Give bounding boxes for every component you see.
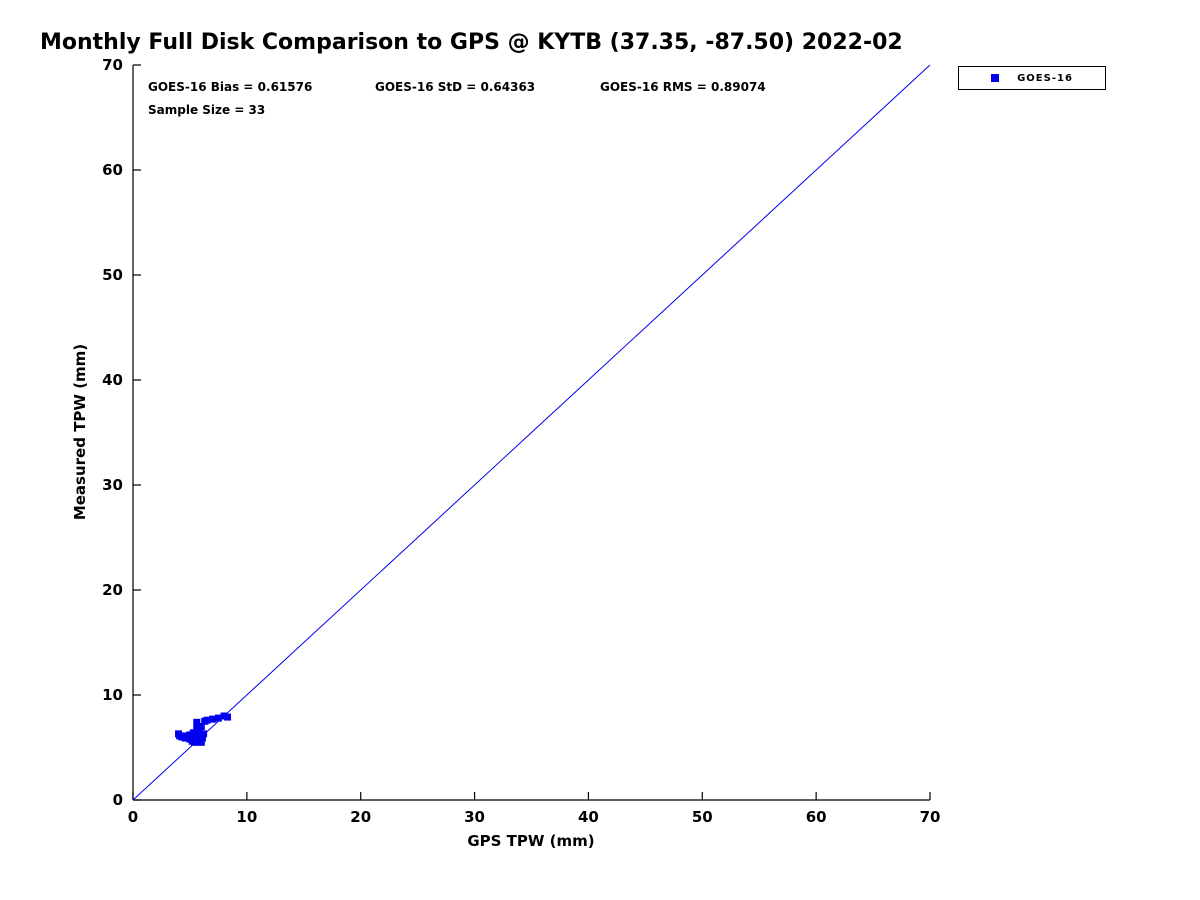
x-tick-label: 60 [806,808,827,826]
data-point [203,716,211,724]
legend-label: GOES-16 [1017,72,1073,84]
data-point [193,718,201,726]
annotation-sample-size: Sample Size = 33 [148,103,266,117]
annotation-rms: GOES-16 RMS = 0.89074 [600,80,766,94]
x-tick-label: 0 [128,808,138,826]
y-tick-label: 40 [102,371,123,389]
x-tick-label: 40 [578,808,599,826]
data-point [198,734,206,742]
data-point [197,723,205,730]
y-tick-label: 0 [113,791,123,809]
x-axis-label: GPS TPW (mm) [467,832,595,850]
data-point [214,714,222,722]
annotation-std: GOES-16 StD = 0.64363 [375,80,536,94]
y-tick-label: 70 [102,56,123,74]
x-tick-label: 10 [236,808,257,826]
legend: GOES-16 [958,66,1106,90]
data-point [224,713,232,721]
data-point [193,725,201,733]
x-tick-label: 30 [464,808,485,826]
one-to-one-reference-line [132,64,931,801]
x-tick-label: 20 [350,808,371,826]
y-tick-label: 10 [102,686,123,704]
data-point [200,730,208,738]
annotation-bias: GOES-16 Bias = 0.61576 [148,80,313,94]
data-point [209,715,217,723]
x-tick-label: 70 [920,808,941,826]
y-tick-label: 60 [102,161,123,179]
y-tick-label: 30 [102,476,123,494]
x-tick-label: 50 [692,808,713,826]
data-point [197,738,205,746]
y-axis-label: Measured TPW (mm) [71,343,89,521]
y-tick-label: 50 [102,266,123,284]
chart-title: Monthly Full Disk Comparison to GPS @ KY… [40,30,903,55]
y-tick-label: 20 [102,581,123,599]
goes16-square-marker-icon [991,74,1000,82]
